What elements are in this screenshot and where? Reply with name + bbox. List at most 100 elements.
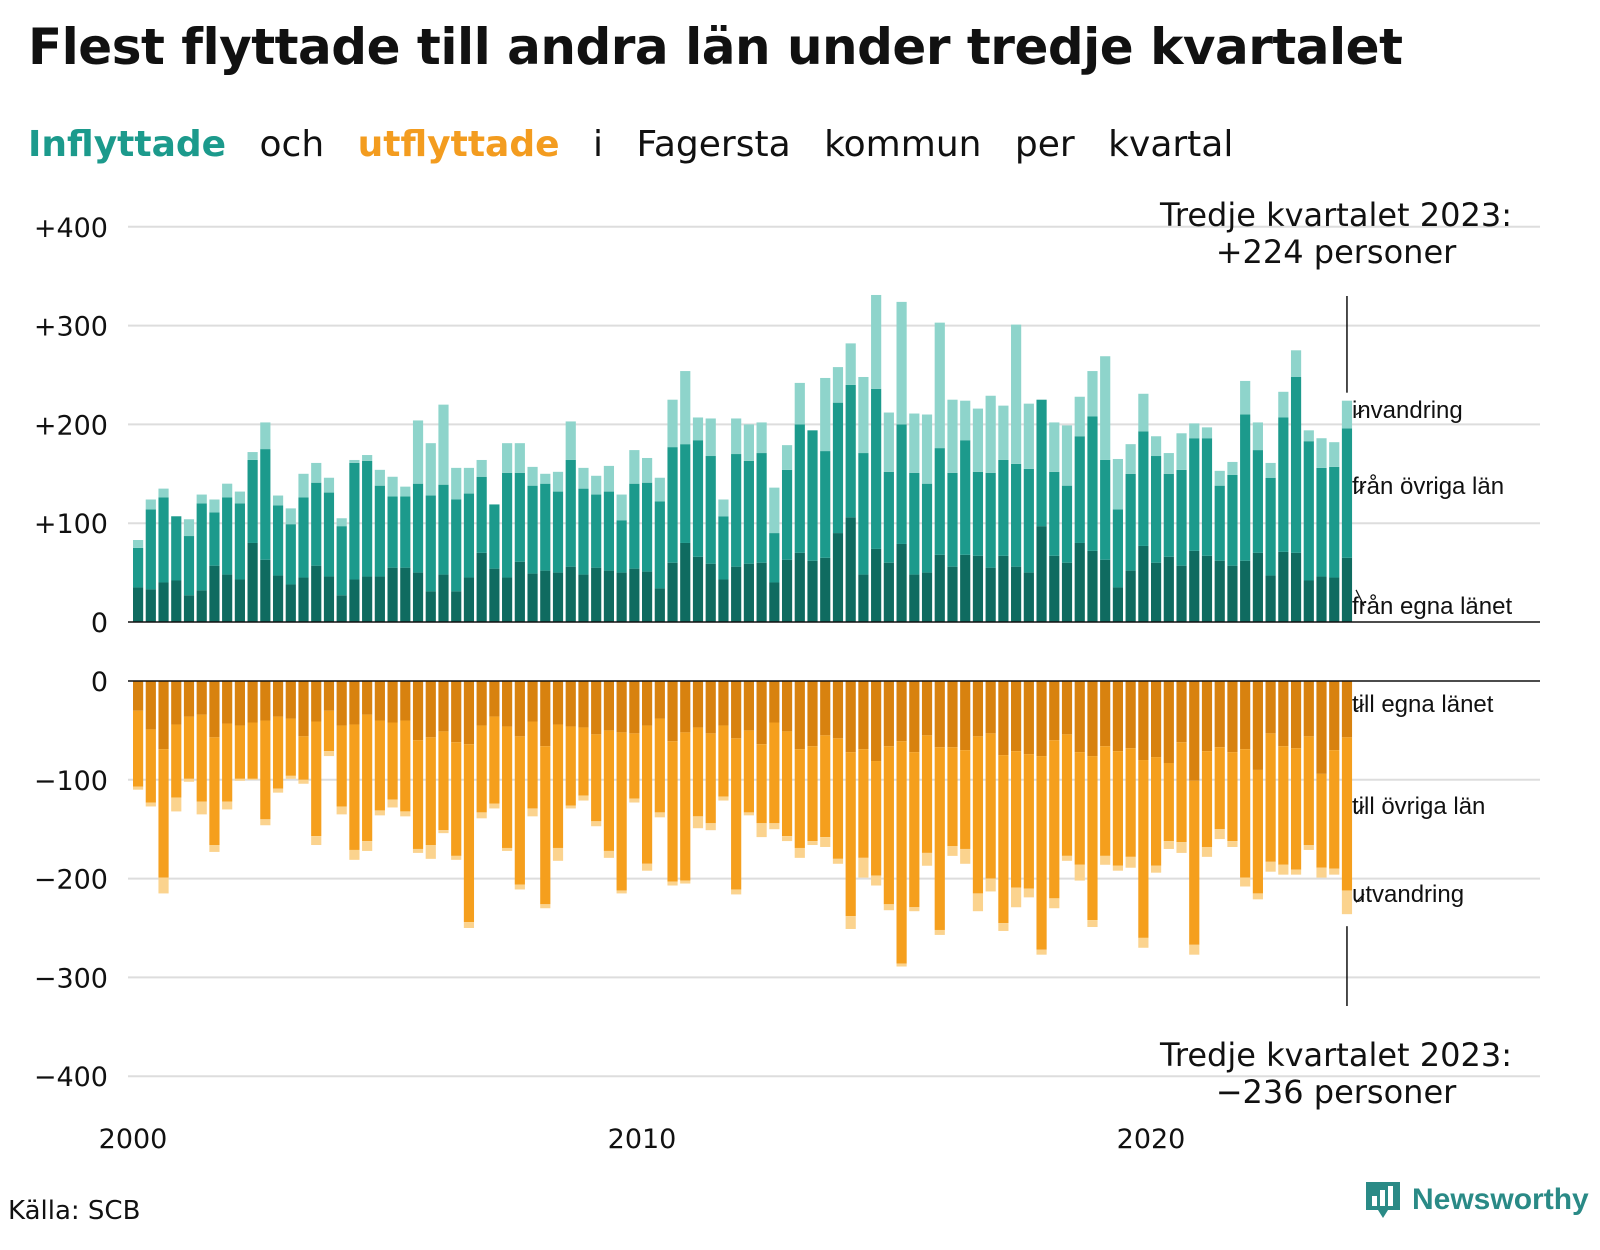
chart-title: Flest flyttade till andra län under tred… [28, 18, 1403, 76]
bar-out-other-counties [1036, 756, 1047, 950]
bar-out-other-counties [247, 722, 258, 779]
bar-in-own-county [565, 566, 576, 622]
bar-out-other-counties [374, 720, 385, 811]
bar-out-other-counties [234, 725, 245, 779]
bar-out-own-county [349, 681, 360, 725]
series-label-out: utvandring [1352, 881, 1464, 908]
bar-out-other-counties [1061, 734, 1073, 856]
bar-in-other-counties [616, 520, 627, 573]
bar-in-other-counties [1125, 473, 1136, 571]
bar-in-immigration [463, 467, 475, 494]
bar-out-own-county [921, 681, 933, 736]
bar-in-immigration [1125, 444, 1136, 474]
bar-out-emigration [654, 812, 665, 818]
bar-in-other-counties [222, 497, 233, 575]
bar-in-other-counties [565, 459, 576, 567]
bar-out-other-counties [1049, 740, 1060, 899]
bar-out-other-counties [909, 752, 920, 908]
bar-in-other-counties [985, 472, 996, 568]
bar-in-other-counties [1049, 471, 1060, 556]
bar-in-other-counties [934, 448, 945, 555]
bar-out-other-counties [489, 716, 500, 804]
bar-out-other-counties [209, 737, 220, 846]
bar-out-own-county [565, 681, 576, 727]
bar-in-own-county [820, 557, 831, 622]
bar-in-other-counties [476, 476, 487, 553]
bar-in-own-county [591, 567, 602, 622]
bar-out-own-county [1201, 681, 1213, 752]
series-label-out: till övriga län [1352, 793, 1485, 820]
bar-out-emigration [171, 797, 182, 812]
bar-in-own-county [489, 568, 500, 622]
bar-out-other-counties [769, 722, 780, 824]
bar-in-immigration [921, 414, 933, 484]
bar-out-other-counties [578, 727, 589, 796]
bar-in-own-county [578, 574, 589, 622]
bar-out-emigration [362, 841, 373, 851]
bar-out-other-counties [960, 750, 971, 849]
annotation-bottom-line1: Tredje kvartalet 2023: [1159, 1036, 1512, 1074]
bar-in-own-county [1011, 566, 1022, 622]
bar-out-other-counties [642, 725, 653, 864]
bar-out-other-counties [1227, 752, 1238, 842]
bar-in-immigration [794, 382, 805, 425]
bar-out-emigration [1023, 888, 1034, 898]
bar-in-own-county [209, 565, 220, 622]
label-leader [1355, 805, 1365, 815]
bar-out-emigration [552, 847, 564, 861]
bar-out-other-counties [540, 746, 551, 905]
bar-in-own-county [1316, 576, 1327, 622]
bar-out-own-county [145, 681, 156, 730]
bar-out-own-county [1329, 681, 1340, 751]
bar-in-immigration [247, 452, 258, 460]
bar-in-immigration [1049, 422, 1060, 472]
bar-in-own-county [1214, 560, 1225, 622]
series-label-out: till egna länet [1352, 691, 1494, 718]
bar-out-emigration [845, 916, 856, 929]
bar-out-emigration [1163, 841, 1174, 849]
bar-out-other-counties [183, 716, 195, 779]
bar-out-other-counties [514, 736, 525, 885]
bar-out-own-county [183, 681, 195, 717]
bar-in-other-counties [1176, 469, 1187, 566]
bar-in-immigration [909, 413, 920, 473]
bar-in-immigration [705, 418, 716, 457]
bar-out-other-counties [1290, 748, 1302, 870]
bar-out-emigration [1049, 898, 1060, 909]
bar-in-immigration [947, 399, 958, 473]
bar-out-other-counties [1125, 748, 1136, 857]
bar-in-other-counties [921, 483, 933, 573]
bar-out-other-counties [692, 727, 704, 817]
bar-in-other-counties [540, 483, 551, 571]
bar-in-immigration [591, 475, 602, 495]
bar-out-emigration [642, 863, 653, 871]
bar-in-immigration [349, 459, 360, 463]
bar-in-own-county [1278, 551, 1289, 622]
bar-out-own-county [1214, 681, 1225, 748]
bar-in-other-counties [311, 482, 322, 566]
bar-out-own-county [896, 681, 907, 742]
bar-out-emigration [896, 963, 907, 967]
bar-in-other-counties [603, 491, 615, 571]
bar-out-own-county [934, 681, 945, 748]
bar-in-immigration [209, 499, 220, 513]
bar-in-immigration [883, 412, 894, 472]
bar-in-own-county [1227, 565, 1238, 622]
bar-out-other-counties [1329, 750, 1340, 869]
bar-out-emigration [781, 836, 793, 842]
bar-out-other-counties [298, 736, 309, 780]
bar-in-other-counties [1227, 474, 1238, 566]
bar-in-immigration [476, 459, 487, 477]
bar-out-emigration [145, 802, 156, 807]
bar-in-other-counties [272, 505, 284, 576]
bar-in-other-counties [1240, 414, 1251, 561]
bar-in-immigration [1240, 380, 1251, 415]
bar-in-other-counties [1329, 466, 1340, 578]
bar-out-emigration [731, 889, 742, 895]
bar-in-other-counties [718, 516, 729, 580]
bar-in-other-counties [425, 495, 436, 592]
bar-in-immigration [1341, 400, 1353, 429]
bar-out-emigration [311, 836, 322, 846]
bar-out-other-counties [476, 725, 487, 813]
